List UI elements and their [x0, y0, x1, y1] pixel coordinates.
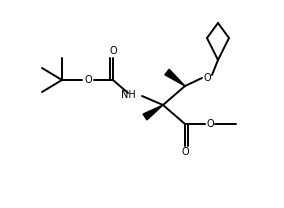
Text: O: O [181, 147, 189, 157]
Polygon shape [165, 69, 185, 86]
Text: O: O [109, 46, 117, 56]
Text: O: O [206, 119, 214, 129]
Polygon shape [143, 105, 163, 120]
Text: O: O [84, 75, 92, 85]
Text: O: O [203, 73, 211, 83]
Text: NH: NH [121, 90, 136, 100]
